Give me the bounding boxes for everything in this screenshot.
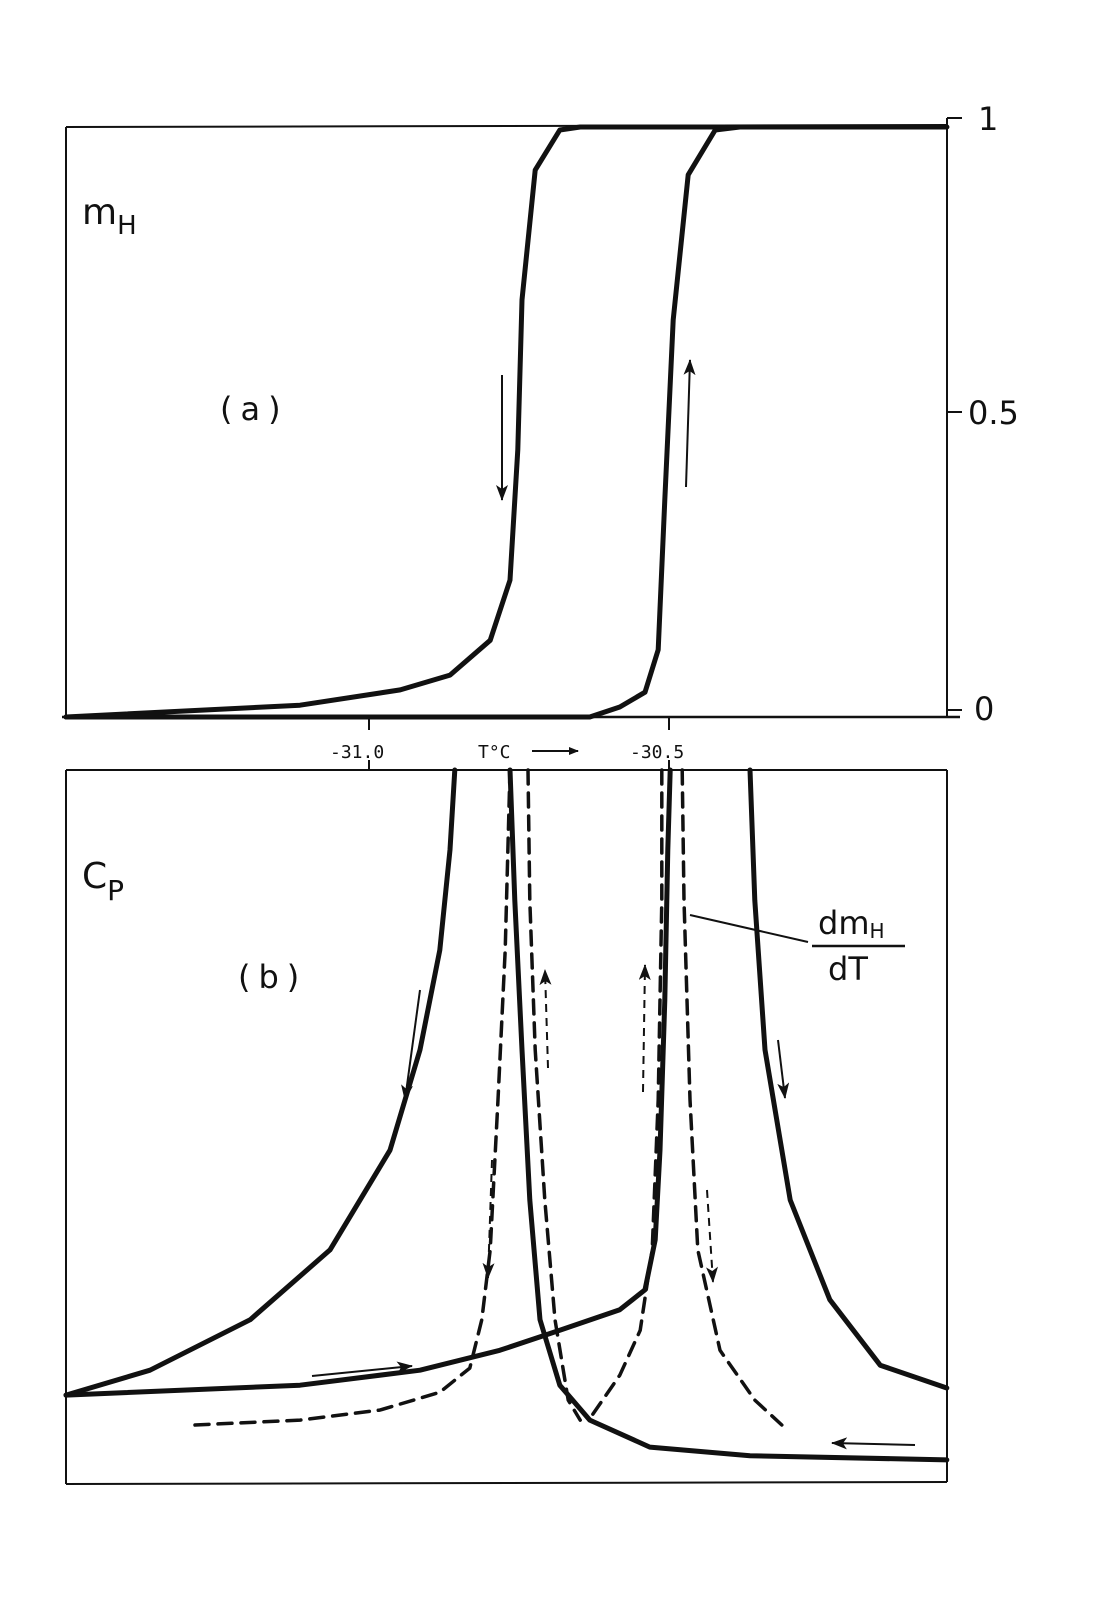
y-tick-0.5: 0.5 — [968, 394, 1019, 432]
y-label-mh: mH — [82, 192, 137, 241]
y-tick-0: 0 — [974, 690, 994, 728]
y-tick-1: 1 — [978, 100, 998, 138]
series-cp-heating-2 — [63, 767, 673, 1398]
series-cooling — [63, 124, 950, 720]
series-cp-cooling-2 — [747, 767, 950, 1391]
arrow-cooling-b-left — [401, 989, 421, 1101]
panel-b-frame — [65, 760, 948, 1485]
arrow-dashed-down-2 — [706, 1189, 719, 1283]
arrow-dashed-up-1 — [539, 969, 552, 1069]
panel-label-a: (a) — [220, 390, 289, 428]
series-dmdt-4 — [680, 768, 784, 1427]
arrow-dashed-down-1 — [482, 1159, 495, 1279]
x-tick-minus31: -31.0 — [330, 742, 384, 763]
x-axis-label: T°C — [478, 742, 511, 763]
x-tick-minus30.5: -30.5 — [630, 742, 684, 763]
annotation-numerator: dmH — [818, 904, 885, 943]
annotation-leader — [689, 914, 809, 943]
series-heating — [63, 124, 950, 720]
series-dmdt-2 — [526, 768, 582, 1422]
y-label-cp: CP — [82, 856, 124, 907]
series-dmdt-1 — [193, 768, 512, 1427]
arrow-cooling-b-right — [777, 1039, 790, 1099]
arrow-cooling-b-baseline — [831, 1437, 916, 1450]
arrow-heating-a — [683, 359, 696, 488]
direction-arrows — [311, 359, 916, 1450]
series-cp-heating-1 — [63, 767, 458, 1398]
annotation-denominator: dT — [828, 950, 868, 988]
panel-label-b: (b) — [238, 958, 307, 996]
arrow-heating-b-baseline — [311, 1361, 413, 1377]
series-cp-cooling-1 — [507, 767, 950, 1463]
arrow-dashed-up-2 — [638, 964, 651, 1093]
series-dmdt-3 — [590, 768, 664, 1417]
panel-a-frame — [62, 117, 962, 730]
